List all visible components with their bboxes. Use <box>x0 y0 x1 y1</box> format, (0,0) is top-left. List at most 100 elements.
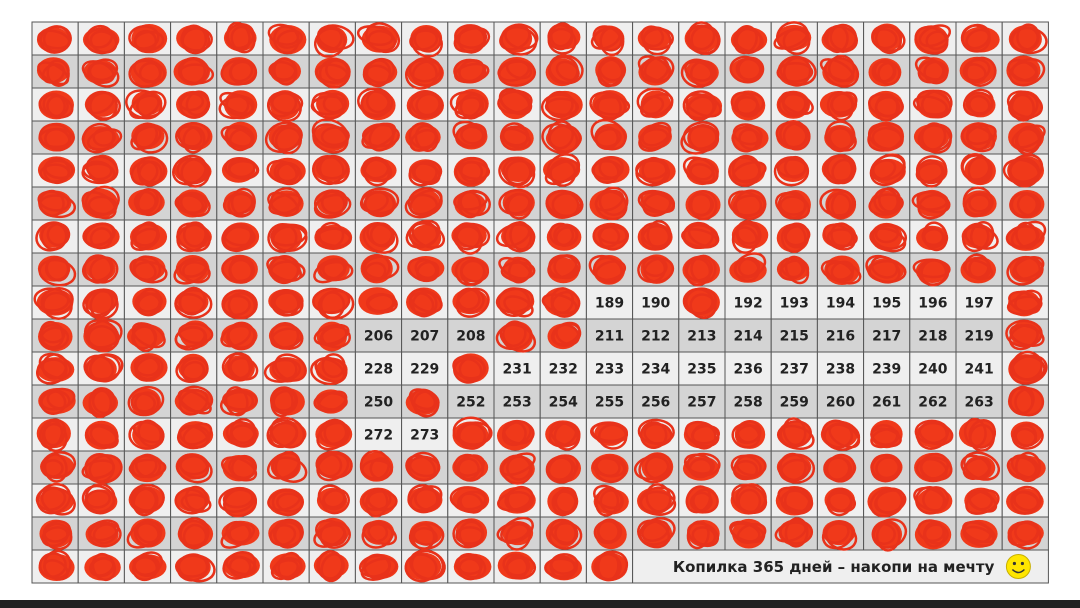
scribble-blob <box>177 289 209 315</box>
scribble-stroke <box>590 26 622 50</box>
scribble <box>314 57 351 89</box>
scribble-stroke <box>682 90 717 120</box>
day-number: 241 <box>964 362 993 378</box>
scribble-stroke <box>875 456 901 480</box>
scribble-stroke <box>1002 158 1040 186</box>
scribble <box>1006 289 1043 317</box>
smiley-eye <box>1020 561 1024 566</box>
scribble-stroke <box>136 156 166 184</box>
scribble-stroke <box>877 61 901 86</box>
scribble <box>453 24 491 54</box>
day-number: 208 <box>456 329 485 345</box>
scribble-stroke <box>416 260 440 281</box>
scribble-stroke <box>732 459 759 481</box>
scribble <box>405 451 441 482</box>
scribble <box>1006 485 1044 515</box>
scribble <box>636 87 674 119</box>
scribble-stroke <box>682 221 715 249</box>
scribble <box>637 189 676 217</box>
scribble-stroke <box>408 122 438 149</box>
scribble-stroke <box>310 95 348 116</box>
scribble <box>268 322 304 350</box>
scribble-stroke <box>33 287 70 312</box>
scribble <box>916 221 949 252</box>
day-number: 263 <box>964 395 993 411</box>
scribble <box>129 551 167 582</box>
scribble-stroke <box>779 195 807 216</box>
scribble <box>356 22 401 54</box>
scribble-stroke <box>274 126 302 155</box>
scribble <box>914 419 954 450</box>
scribble <box>313 389 348 414</box>
scribble-stroke <box>458 356 486 382</box>
scribble <box>633 452 674 484</box>
day-number: 233 <box>595 362 624 378</box>
scribble-stroke <box>178 92 205 112</box>
cell <box>955 384 1003 419</box>
scribble-stroke <box>644 455 670 480</box>
scribble <box>590 25 625 57</box>
scribble-stroke <box>831 158 856 185</box>
scribble-stroke <box>42 418 67 447</box>
scribble-stroke <box>498 256 532 280</box>
scribble-stroke <box>782 417 807 447</box>
scribble <box>591 156 630 184</box>
scribble <box>174 189 211 218</box>
scribble <box>729 252 767 283</box>
scribble-stroke <box>89 30 118 54</box>
scribble-stroke <box>502 553 531 577</box>
day-number: 192 <box>733 296 762 312</box>
scribble-stroke <box>495 223 531 248</box>
scribble <box>912 258 951 287</box>
scribble-stroke <box>501 454 533 485</box>
scribble-stroke <box>823 520 850 544</box>
cell <box>863 351 911 386</box>
scribble-stroke <box>689 162 716 184</box>
scribble <box>221 157 260 183</box>
scribble <box>1008 350 1048 385</box>
scribble-stroke <box>177 194 205 214</box>
cell <box>354 384 403 419</box>
scribble <box>38 320 73 352</box>
scribble <box>824 120 857 153</box>
scribble-stroke <box>456 454 485 477</box>
scribble-stroke <box>449 90 488 117</box>
scribble-stroke <box>314 357 346 383</box>
scribble <box>911 189 951 220</box>
cell <box>678 351 726 386</box>
scribble-stroke <box>177 322 214 345</box>
scribble-stroke <box>687 521 720 548</box>
day-number: 234 <box>641 362 670 378</box>
scribble-stroke <box>594 553 622 581</box>
scribble-stroke <box>38 123 72 150</box>
scribble-stroke <box>875 487 906 514</box>
scribble <box>451 256 490 287</box>
scribble <box>406 90 444 121</box>
scribble <box>588 254 627 285</box>
scribble-stroke <box>509 221 533 251</box>
scribble-stroke <box>273 25 300 55</box>
scribble <box>871 23 906 55</box>
scribble-stroke <box>597 423 628 450</box>
scribble-stroke <box>775 121 808 149</box>
scribble <box>313 517 351 549</box>
scribble-stroke <box>683 453 715 475</box>
cell <box>447 318 495 353</box>
scribble <box>498 256 536 284</box>
scribble-stroke <box>132 323 157 353</box>
scribble-stroke <box>361 122 397 149</box>
scribble <box>1005 220 1047 251</box>
scribble-stroke <box>822 223 856 251</box>
day-number: 257 <box>687 395 716 411</box>
day-number: 254 <box>549 395 578 411</box>
scribble <box>774 517 814 548</box>
scribble-stroke <box>593 484 623 510</box>
scribble <box>269 551 306 581</box>
scribble-stroke <box>1005 319 1043 348</box>
day-number: 272 <box>364 428 393 444</box>
scribble <box>637 483 677 516</box>
day-number: 236 <box>733 362 762 378</box>
scribble <box>776 222 811 254</box>
cell <box>632 351 680 386</box>
